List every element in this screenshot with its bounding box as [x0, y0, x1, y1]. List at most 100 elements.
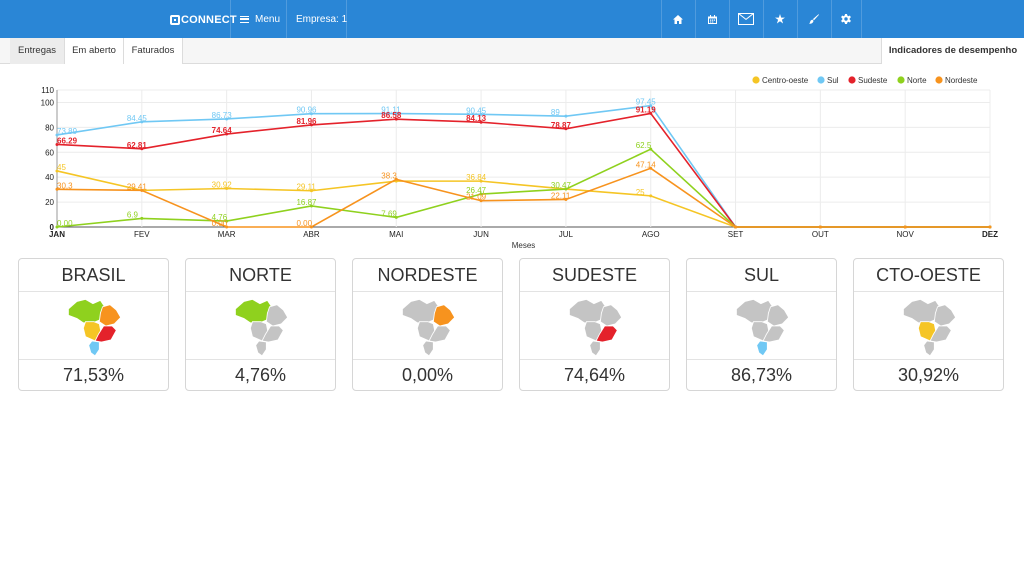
data-point: [649, 194, 653, 198]
messages-button[interactable]: [729, 0, 763, 38]
x-tick-label: NOV: [897, 230, 915, 239]
series-line-norte: [56, 148, 990, 228]
data-label: 73.89: [57, 127, 78, 136]
data-point: [734, 225, 738, 229]
x-tick-label: MAI: [389, 230, 403, 239]
brush-icon: [809, 14, 819, 24]
data-point: [818, 225, 822, 229]
brazil-map-icon: [234, 298, 288, 356]
data-point: [649, 111, 653, 115]
nav-divider: [861, 0, 862, 38]
data-point: [140, 216, 144, 220]
data-point: [309, 225, 313, 229]
map-region-nordeste: [98, 303, 121, 326]
data-label: 81.96: [296, 117, 317, 126]
data-label: 16.87: [296, 198, 317, 207]
theme-button[interactable]: [797, 0, 831, 38]
x-axis-title: Meses: [512, 241, 536, 250]
tab-faturados[interactable]: Faturados: [124, 38, 183, 64]
tab-em-aberto[interactable]: Em aberto: [65, 38, 124, 64]
map-region-nordeste: [933, 303, 956, 326]
legend-item: Sul: [827, 76, 839, 85]
data-point: [479, 179, 483, 183]
data-point: [225, 225, 229, 229]
data-label: 0.00: [296, 219, 312, 228]
legend-item: Nordeste: [945, 76, 978, 85]
data-label: 90.45: [466, 106, 487, 115]
region-map: [520, 292, 669, 360]
data-label: 97.45: [636, 98, 657, 107]
map-region-sudeste: [260, 325, 284, 342]
data-label: 74.64: [212, 126, 233, 135]
menu-label: Menu: [255, 13, 281, 25]
series-line-centro-oeste: [56, 170, 990, 228]
brazil-map-icon: [902, 298, 956, 356]
brand-logo[interactable]: CONNECT: [170, 12, 237, 28]
region-name: NORTE: [186, 259, 335, 292]
map-region-nordeste: [265, 303, 288, 326]
data-label: 30.3: [57, 181, 73, 190]
region-card-all[interactable]: BRASIL 71,53%: [18, 258, 169, 391]
x-tick-label: JUL: [559, 230, 574, 239]
legend-item: Sudeste: [858, 76, 888, 85]
data-label: 6.9: [127, 210, 139, 219]
region-map: [186, 292, 335, 360]
empresa-label: Empresa: 1: [296, 13, 348, 25]
brand-name: CONNECT: [181, 14, 237, 26]
nav-divider: [661, 0, 662, 38]
data-label: 21.09: [466, 193, 487, 202]
region-card-sudeste[interactable]: SUDESTE 74,64%: [519, 258, 670, 391]
home-icon: [673, 14, 683, 24]
legend-item: Centro-oeste: [762, 76, 809, 85]
data-label: 7.69: [381, 209, 397, 218]
data-point: [225, 186, 229, 190]
nav-divider: [797, 0, 798, 38]
data-point: [479, 120, 483, 124]
data-label: 91.19: [636, 105, 657, 114]
legend-swatch: [848, 76, 856, 84]
data-label: 0.00: [57, 219, 73, 228]
data-point: [649, 166, 653, 170]
data-point: [55, 225, 59, 229]
nav-divider: [230, 0, 231, 38]
data-label: 89: [551, 108, 560, 117]
data-point: [140, 188, 144, 192]
favorites-button[interactable]: [763, 0, 797, 38]
data-label: 29.11: [296, 183, 316, 192]
data-label: 62.81: [127, 141, 148, 150]
nav-divider: [346, 0, 347, 38]
y-tick-label: 0: [50, 223, 55, 232]
hamburger-icon: [240, 15, 249, 23]
data-label: 25: [636, 188, 645, 197]
data-label: 86.58: [381, 111, 402, 120]
region-card-nordeste[interactable]: NORDESTE 0,00%: [352, 258, 503, 391]
gear-icon: [841, 14, 851, 24]
calendar-button[interactable]: [695, 0, 729, 38]
x-tick-label: OUT: [812, 230, 829, 239]
map-region-nordeste: [599, 303, 622, 326]
data-label: 91.11: [381, 106, 401, 115]
menu-button[interactable]: Menu: [240, 0, 280, 38]
region-card-centro[interactable]: CTO-OESTE 30,92%: [853, 258, 1004, 391]
home-button[interactable]: [661, 0, 695, 38]
data-label: 47.14: [636, 160, 657, 169]
tab-entregas[interactable]: Entregas: [10, 38, 65, 64]
region-card-norte[interactable]: NORTE 4,76%: [185, 258, 336, 391]
map-region-sul: [87, 339, 100, 356]
data-label: 38.3: [381, 171, 397, 180]
map-region-sul: [421, 339, 434, 356]
region-name: SUDESTE: [520, 259, 669, 292]
data-point: [309, 204, 313, 208]
data-point: [55, 187, 59, 191]
x-tick-label: JUN: [473, 230, 489, 239]
settings-button[interactable]: [831, 0, 861, 38]
data-label: 90.96: [296, 106, 317, 115]
region-percent: 4,76%: [234, 365, 287, 385]
data-point: [564, 197, 568, 201]
empresa-selector[interactable]: Empresa: 1: [296, 0, 347, 38]
map-region-sudeste: [594, 325, 618, 342]
data-point: [649, 147, 653, 151]
x-tick-label: ABR: [303, 230, 320, 239]
region-card-sul[interactable]: SUL 86,73%: [686, 258, 837, 391]
brazil-map-icon: [67, 298, 121, 356]
